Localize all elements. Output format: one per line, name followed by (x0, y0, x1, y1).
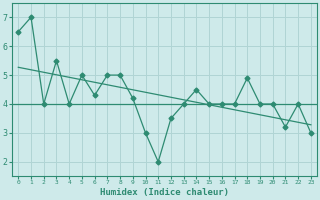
X-axis label: Humidex (Indice chaleur): Humidex (Indice chaleur) (100, 188, 229, 197)
